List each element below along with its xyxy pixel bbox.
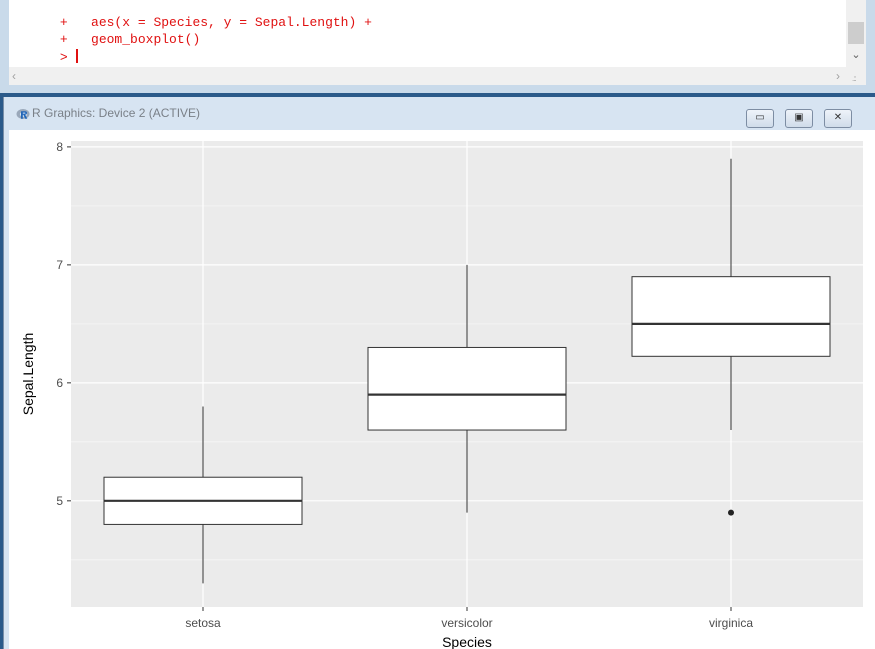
x-tick-label: virginica xyxy=(709,616,753,630)
console-vertical-scrollbar[interactable]: ⌄ xyxy=(846,0,866,67)
y-tick-label: 7 xyxy=(56,258,63,272)
console-output[interactable]: + aes(x = Species, y = Sepal.Length) + +… xyxy=(9,0,846,67)
r-logo-icon xyxy=(16,109,30,119)
boxplot-series xyxy=(103,158,831,584)
console-input-line[interactable]: > xyxy=(13,34,79,65)
plot-canvas: 5 6 7 8 setosa versicolor virginica Sepal.Len… xyxy=(9,130,875,649)
x-axis: setosa versicolor virginica xyxy=(185,607,753,630)
console-code: geom_boxplot() xyxy=(91,32,201,47)
console-line: + aes(x = Species, y = Sepal.Length) + xyxy=(13,0,372,30)
r-graphics-window: R Graphics: Device 2 (ACTIVE) ▭ ▣ ✕ 5 6 7 8… xyxy=(3,97,875,649)
box-setosa xyxy=(103,406,303,584)
x-axis-title: Species xyxy=(442,634,492,649)
scrollbar-thumb[interactable] xyxy=(848,22,864,44)
y-axis: 5 6 7 8 xyxy=(56,140,71,508)
y-axis-title: Sepal.Length xyxy=(20,333,36,416)
x-tick-label: setosa xyxy=(185,616,221,630)
text-cursor xyxy=(76,49,79,63)
window-title: R Graphics: Device 2 (ACTIVE) xyxy=(32,106,201,120)
x-tick-label: versicolor xyxy=(441,616,492,630)
scroll-left-icon[interactable]: ‹ xyxy=(12,69,16,83)
boxplot-chart: 5 6 7 8 setosa versicolor virginica Sepal.Len… xyxy=(20,140,863,649)
box-versicolor xyxy=(367,264,567,513)
console-prompt: + xyxy=(59,15,68,30)
console-prompt: + xyxy=(59,32,68,47)
console-prompt: > xyxy=(59,50,68,65)
window-title-bar[interactable]: R Graphics: Device 2 (ACTIVE) ▭ ▣ ✕ xyxy=(4,97,875,128)
y-tick-label: 8 xyxy=(56,140,63,154)
console-code: aes(x = Species, y = Sepal.Length) + xyxy=(91,15,372,30)
console-line: + geom_boxplot() xyxy=(13,17,200,47)
minimize-button[interactable]: ▭ xyxy=(746,109,774,128)
box-iqr xyxy=(367,346,567,431)
restore-button[interactable]: ▣ xyxy=(785,109,813,128)
scroll-down-icon[interactable]: ⌄ xyxy=(851,49,861,61)
scroll-right-icon[interactable]: › xyxy=(836,69,840,83)
y-tick-label: 5 xyxy=(56,494,63,508)
outlier-point xyxy=(728,509,734,516)
console-horizontal-scrollbar[interactable]: ‹ › .:: xyxy=(9,67,866,85)
box-virginica xyxy=(631,158,831,516)
r-console-window: + aes(x = Species, y = Sepal.Length) + +… xyxy=(0,0,875,93)
close-button[interactable]: ✕ xyxy=(824,109,852,128)
y-tick-label: 6 xyxy=(56,376,63,390)
box-iqr xyxy=(631,276,831,357)
resize-grip-icon[interactable]: .:: xyxy=(852,74,857,83)
